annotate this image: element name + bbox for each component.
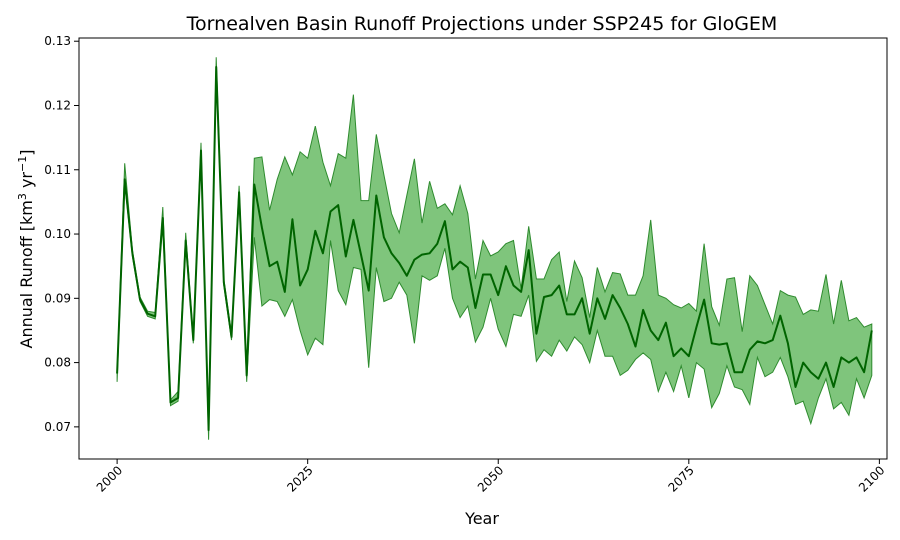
y-tick-label: 0.13 — [44, 34, 71, 48]
x-tick-label: 2075 — [665, 463, 696, 494]
plot-area — [116, 57, 873, 440]
mean-runoff-line — [116, 65, 873, 432]
x-tick-label: 2100 — [856, 463, 887, 494]
y-axis-label: Annual Runoff [km3 yr−1] — [16, 150, 36, 349]
y-tick-label: 0.09 — [44, 291, 71, 305]
y-tick-label: 0.08 — [44, 356, 71, 370]
x-axis-label: Year — [464, 509, 499, 528]
x-tick-label: 2000 — [94, 463, 125, 494]
x-tick-label: 2025 — [284, 463, 315, 494]
uncertainty-band — [116, 57, 873, 440]
y-tick-label: 0.10 — [44, 227, 71, 241]
y-tick-label: 0.11 — [44, 163, 71, 177]
x-tick-label: 2050 — [475, 463, 506, 494]
y-tick-label: 0.07 — [44, 420, 71, 434]
chart-title: Tornealven Basin Runoff Projections unde… — [186, 13, 778, 35]
y-tick-label: 0.12 — [44, 98, 71, 112]
plot-frame — [78, 37, 888, 460]
